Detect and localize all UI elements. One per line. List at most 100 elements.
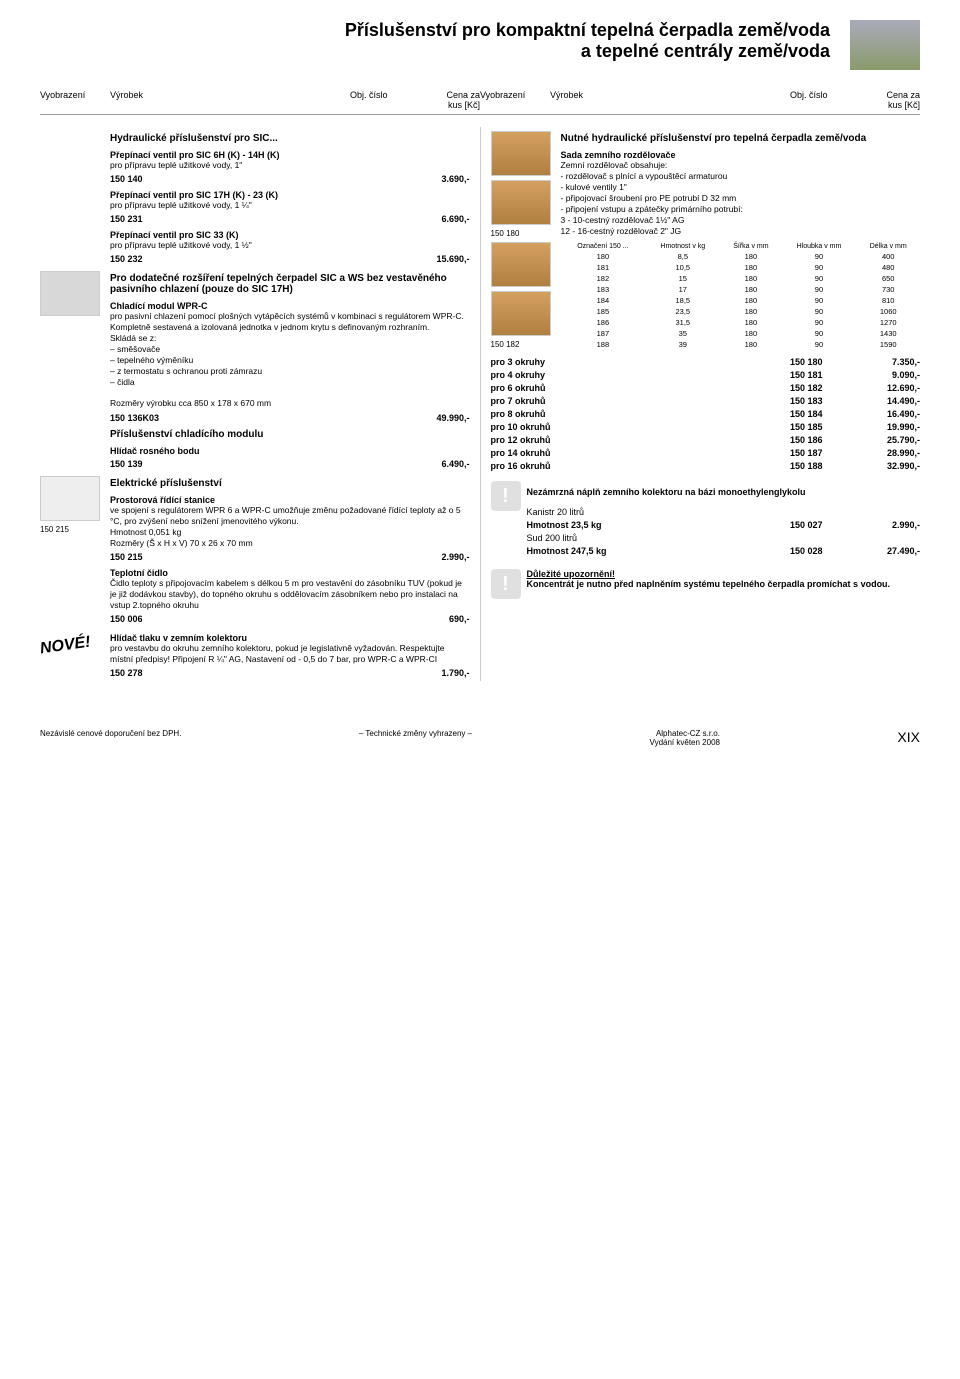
- manifold-image-1: [491, 131, 551, 176]
- v3-price: 15.690,-: [410, 254, 470, 264]
- prost-dim: Rozměry (Š x H x V) 70 x 26 x 70 mm: [110, 538, 470, 549]
- chlad-title: Příslušenství chladícího modulu: [110, 429, 470, 440]
- table-cell: 1430: [856, 328, 920, 339]
- hlidac2-price: 1.790,-: [410, 668, 470, 678]
- sada-d4: - připojovací šroubení pro PE potrubí D …: [561, 193, 921, 204]
- table-row: 18110,518090480: [561, 262, 921, 273]
- circuit-price: 19.990,-: [860, 422, 920, 432]
- sud-l1: Sud 200 litrů: [527, 533, 921, 543]
- sud-price: 27.490,-: [860, 546, 920, 556]
- circuit-code: 150 184: [790, 409, 860, 419]
- prost-title: Prostorová řídící stanice: [110, 495, 470, 505]
- nove-badge: NOVÉ!: [39, 633, 92, 658]
- hlidac-title: Hlídač rosného bodu: [110, 446, 470, 456]
- v2-code: 150 231: [110, 214, 143, 224]
- circuit-code: 150 186: [790, 435, 860, 445]
- footer-r2: Vydání květen 2008: [650, 738, 720, 747]
- hdr-vyobrazeni: Vyobrazení: [40, 90, 110, 110]
- circuit-code: 150 185: [790, 422, 860, 432]
- circuit-price: 12.690,-: [860, 383, 920, 393]
- circuit-label: pro 8 okruhů: [491, 409, 791, 419]
- circuit-code: 150 188: [790, 461, 860, 471]
- v1-title: Přepínací ventil pro SIC 6H (K) - 14H (K…: [110, 150, 470, 160]
- kan-code: 150 027: [790, 520, 860, 530]
- circuit-price: 28.990,-: [860, 448, 920, 458]
- wprc-b1: – směšovače: [110, 344, 470, 355]
- table-row: 1808,518090400: [561, 251, 921, 262]
- circuit-row: pro 4 okruhy150 1819.090,-: [491, 370, 921, 380]
- tepl-price: 690,-: [410, 614, 470, 624]
- circuits-list: pro 3 okruhy150 1807.350,-pro 4 okruhy15…: [491, 357, 921, 471]
- table-cell: 180: [720, 317, 781, 328]
- th1: Označení 150 ...: [561, 242, 646, 251]
- table-cell: 23,5: [645, 306, 720, 317]
- table-cell: 810: [856, 295, 920, 306]
- table-cell: 1270: [856, 317, 920, 328]
- wprc-b2: – tepelného výměníku: [110, 355, 470, 366]
- table-cell: 90: [781, 306, 856, 317]
- wprc-b3: – z termostatu s ochranou proti zámrazu: [110, 366, 470, 377]
- hdr-cena: Cena zakus [Kč]: [420, 90, 480, 110]
- circuit-label: pro 10 okruhů: [491, 422, 791, 432]
- hdr-vyobrazeni2: Vyobrazení: [480, 90, 550, 110]
- alert-icon-2: !: [491, 569, 521, 599]
- sud-l2: Hmotnost 247,5 kg: [527, 546, 607, 556]
- circuit-code: 150 182: [790, 383, 860, 393]
- wprc-desc: pro pasivní chlazení pomocí plošných vyt…: [110, 311, 470, 333]
- table-cell: 90: [781, 284, 856, 295]
- prost-hm: Hmotnost 0,051 kg: [110, 527, 470, 538]
- table-cell: 39: [645, 339, 720, 350]
- table-cell: 17: [645, 284, 720, 295]
- hdr-vyrobek2: Výrobek: [550, 90, 790, 110]
- v2-desc: pro přípravu teplé užitkové vody, 1 ¼": [110, 200, 470, 211]
- wprc-image: [40, 271, 100, 316]
- sada-d6: 3 - 10-cestný rozdělovač 1½" AG: [561, 215, 921, 226]
- table-row: 18735180901430: [561, 328, 921, 339]
- sada-title: Sada zemního rozdělovače: [561, 150, 921, 160]
- table-cell: 650: [856, 273, 920, 284]
- manifold-image-4: [491, 291, 551, 336]
- table-cell: 185: [561, 306, 646, 317]
- prost-code: 150 215: [110, 552, 143, 562]
- table-cell: 31,5: [645, 317, 720, 328]
- circuit-price: 16.490,-: [860, 409, 920, 419]
- table-cell: 183: [561, 284, 646, 295]
- sada-d3: - kulové ventily 1": [561, 182, 921, 193]
- table-cell: 182: [561, 273, 646, 284]
- table-cell: 90: [781, 339, 856, 350]
- circuit-code: 150 181: [790, 370, 860, 380]
- table-cell: 180: [720, 295, 781, 306]
- kan-price: 2.990,-: [860, 520, 920, 530]
- circuit-price: 14.490,-: [860, 396, 920, 406]
- warn-title: Důležité upozornění!: [527, 569, 616, 579]
- title-line2: a tepelné centrály země/voda: [40, 41, 830, 62]
- v2-price: 6.690,-: [410, 214, 470, 224]
- table-cell: 90: [781, 317, 856, 328]
- circuit-row: pro 3 okruhy150 1807.350,-: [491, 357, 921, 367]
- nez-title: Nezámrzná náplň zemního kolektoru na báz…: [527, 487, 921, 497]
- circuit-row: pro 16 okruhů150 18832.990,-: [491, 461, 921, 471]
- table-cell: 90: [781, 295, 856, 306]
- hydr-title: Hydraulické příslušenství pro SIC...: [110, 133, 470, 144]
- table-row: 18631,5180901270: [561, 317, 921, 328]
- thermostat-image: [40, 476, 100, 521]
- v1-desc: pro přípravu teplé užitkové vody, 1": [110, 160, 470, 171]
- v3-desc: pro přípravu teplé užitkové vody, 1 ½": [110, 240, 470, 251]
- tepl-code: 150 006: [110, 614, 143, 624]
- wprc-b4: – čidla: [110, 377, 470, 388]
- ext-title: Pro dodatečné rozšíření tepelných čerpad…: [110, 273, 470, 295]
- table-cell: 188: [561, 339, 646, 350]
- circuit-label: pro 12 okruhů: [491, 435, 791, 445]
- title-line1: Příslušenství pro kompaktní tepelná čerp…: [40, 20, 830, 41]
- table-cell: 181: [561, 262, 646, 273]
- circuit-label: pro 7 okruhů: [491, 396, 791, 406]
- circuit-label: pro 4 okruhy: [491, 370, 791, 380]
- hdr-obj-cislo: Obj. číslo: [350, 90, 420, 110]
- page-title: Příslušenství pro kompaktní tepelná čerp…: [40, 20, 830, 62]
- table-cell: 90: [781, 251, 856, 262]
- hdr-obj-cislo2: Obj. číslo: [790, 90, 860, 110]
- wprc-title: Chladící modul WPR-C: [110, 301, 470, 311]
- wprc-code: 150 136K03: [110, 413, 159, 423]
- footer: Nezávislé cenové doporučení bez DPH. – T…: [40, 721, 920, 747]
- wprc-price: 49.990,-: [410, 413, 470, 423]
